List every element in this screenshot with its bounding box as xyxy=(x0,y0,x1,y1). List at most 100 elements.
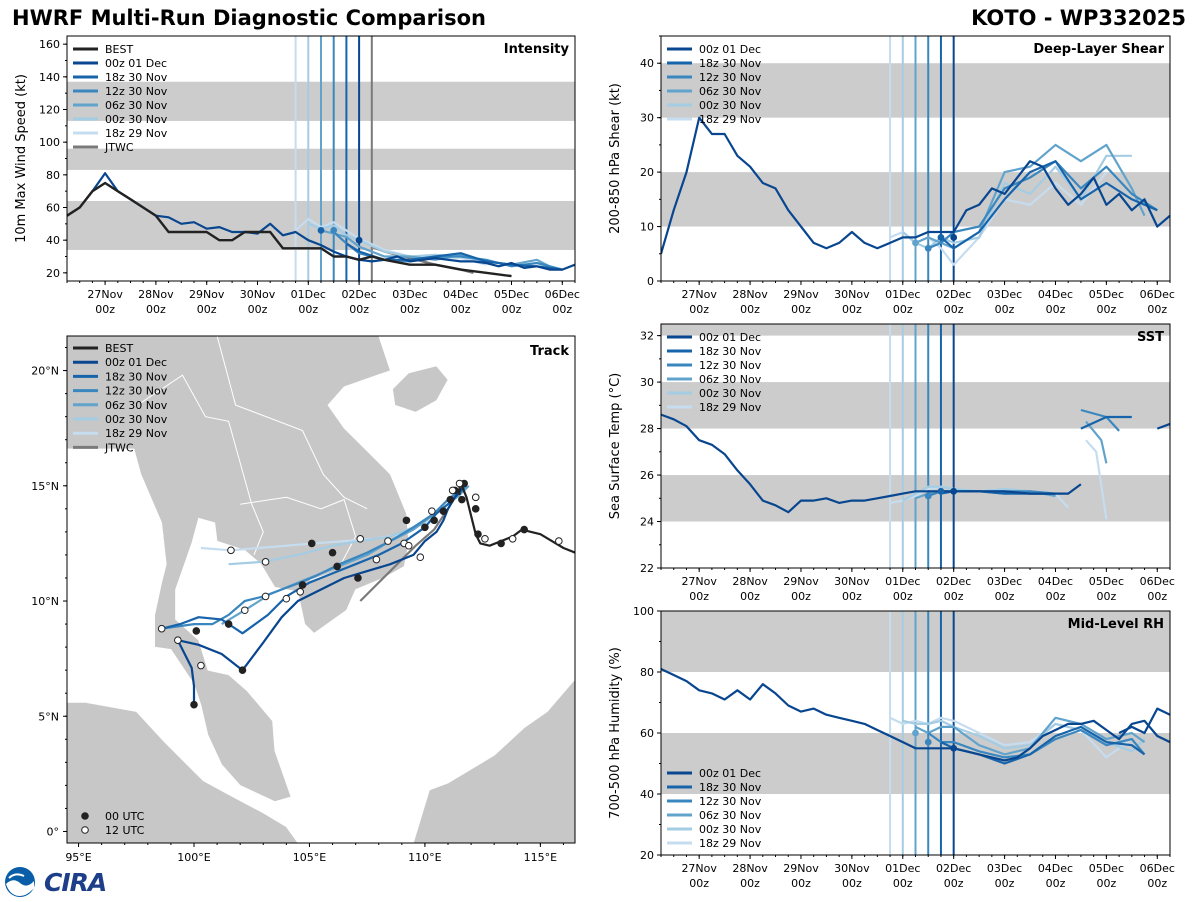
x-tick-hour: 00z xyxy=(1147,877,1167,890)
series-point xyxy=(355,236,363,244)
legend-label: 12z 30 Nov xyxy=(699,359,762,372)
rh-chart: 20 40 60 80 100 27Nov 00z 28Nov 00z 29Nov 00z 30Nov… xyxy=(608,605,1175,890)
legend-label: 18z 30 Nov xyxy=(699,57,762,70)
track-point-12utc xyxy=(508,535,517,543)
x-tick-date: 05Dec xyxy=(1089,575,1124,588)
legend-label: 06z 30 Nov xyxy=(699,85,762,98)
y-tick-label: 20 xyxy=(640,849,654,862)
x-tick-date: 02Dec xyxy=(341,288,376,301)
legend-marker xyxy=(81,826,89,834)
x-tick-date: 30Nov xyxy=(834,288,870,301)
legend-label: 12 UTC xyxy=(105,824,145,837)
x-tick-hour: 00z xyxy=(995,590,1015,603)
series-line xyxy=(1156,422,1170,430)
legend-label: 12z 30 Nov xyxy=(105,85,168,98)
x-tick-date: 28Nov xyxy=(732,575,768,588)
x-tick-date: 28Nov xyxy=(138,288,174,301)
legend-label: 12z 30 Nov xyxy=(699,795,762,808)
country-border xyxy=(140,374,264,556)
track-point-00utc xyxy=(458,495,466,504)
x-tick-date: 29Nov xyxy=(783,862,819,875)
track-point-12utc xyxy=(372,555,381,564)
x-tick-date: 28Nov xyxy=(732,288,768,301)
series-point xyxy=(950,234,958,241)
x-tick-hour: 00z xyxy=(740,590,760,603)
x-tick-date: 03Dec xyxy=(392,288,427,301)
logos: CIRA xyxy=(4,866,116,898)
x-tick-hour: 00z xyxy=(1096,303,1116,316)
x-tick-date: 05Dec xyxy=(494,288,529,301)
track-point-12utc xyxy=(471,493,480,502)
x-tick-hour: 00z xyxy=(1147,590,1167,603)
x-tick-date: 04Dec xyxy=(443,288,478,301)
x-tick-hour: 00z xyxy=(451,303,471,316)
series-point xyxy=(924,244,932,252)
x-tick-date: 03Dec xyxy=(987,575,1022,588)
y-tick-label: 10°N xyxy=(31,595,59,608)
legend-label: 00z 30 Nov xyxy=(699,823,762,836)
x-tick-hour: 00z xyxy=(248,303,268,316)
x-tick-date: 02Dec xyxy=(936,862,971,875)
series-line xyxy=(915,716,1146,756)
x-tick-hour: 00z xyxy=(1096,590,1116,603)
x-tick-date: 30Nov xyxy=(834,862,870,875)
track-point-12utc xyxy=(174,636,182,645)
x-tick-date: 05Dec xyxy=(1089,288,1124,301)
track-point-12utc xyxy=(241,606,249,615)
legend-label: 00z 01 Dec xyxy=(699,331,761,344)
x-tick-hour: 00z xyxy=(893,877,913,890)
series-point xyxy=(912,729,919,737)
legend-label: 18z 30 Nov xyxy=(105,370,168,383)
y-tick-label: 32 xyxy=(640,330,654,343)
track-point-12utc xyxy=(448,486,457,495)
x-tick-date: 27Nov xyxy=(681,862,717,875)
series-point xyxy=(924,738,932,746)
x-tick-date: 01Dec xyxy=(885,575,920,588)
y-tick-label: 10 xyxy=(640,221,654,234)
x-tick-date: 29Nov xyxy=(783,575,819,588)
track-point-12utc xyxy=(404,541,413,550)
legend-marker xyxy=(81,812,89,820)
x-tick-date: 01Dec xyxy=(885,288,920,301)
y-tick-label: 22 xyxy=(640,562,654,575)
legend-label: 18z 29 Nov xyxy=(699,401,762,414)
y-tick-label: 24 xyxy=(640,516,654,529)
x-tick-date: 30Nov xyxy=(240,288,276,301)
legend-label: 18z 30 Nov xyxy=(699,781,762,794)
x-tick-date: 28Nov xyxy=(732,862,768,875)
y-tick-label: 30 xyxy=(640,112,654,125)
figure-title: HWRF Multi-Run Diagnostic Comparison xyxy=(12,6,487,30)
x-tick-hour: 00z xyxy=(1046,877,1066,890)
legend-label: 00z 30 Nov xyxy=(105,413,168,426)
x-tick-date: 04Dec xyxy=(1038,862,1073,875)
track-point-12utc xyxy=(416,553,425,562)
x-tick-label: 105°E xyxy=(293,851,326,864)
x-tick-hour: 00z xyxy=(791,877,811,890)
legend-label: 00z 01 Dec xyxy=(699,43,761,56)
track-plot-area xyxy=(67,336,575,843)
y-tick-label: 28 xyxy=(640,423,654,436)
legend-label: 00z 30 Nov xyxy=(699,99,762,112)
x-tick-date: 01Dec xyxy=(291,288,326,301)
x-tick-label: 95°E xyxy=(65,851,91,864)
track-point-00utc xyxy=(421,523,429,532)
x-tick-hour: 00z xyxy=(944,877,964,890)
rh-plot-area xyxy=(661,611,1170,855)
series-line xyxy=(661,116,1170,255)
panel-title: Deep-Layer Shear xyxy=(1033,42,1164,57)
track-point-00utc xyxy=(224,620,233,628)
legend-label: 06z 30 Nov xyxy=(699,809,762,822)
y-tick-label: 100 xyxy=(633,605,654,618)
x-tick-hour: 00z xyxy=(349,303,369,316)
legend-label: BEST xyxy=(105,342,133,355)
y-axis-label: 200-850 hPa Shear (kt) xyxy=(608,83,623,234)
y-tick-label: 120 xyxy=(39,104,60,117)
legend-label: 18z 29 Nov xyxy=(699,113,762,126)
x-tick-date: 06Dec xyxy=(1140,575,1175,588)
y-tick-label: 60 xyxy=(46,202,60,215)
shear-chart: 0 10 20 30 40 27Nov 00z 28Nov 00z 29Nov 00z 30Nov 00… xyxy=(608,35,1175,316)
track-point-00utc xyxy=(192,627,201,635)
y-axis-label: 700-500 hPa Humidity (%) xyxy=(608,647,623,819)
x-tick-hour: 00z xyxy=(689,877,709,890)
track-point-12utc xyxy=(282,594,291,603)
